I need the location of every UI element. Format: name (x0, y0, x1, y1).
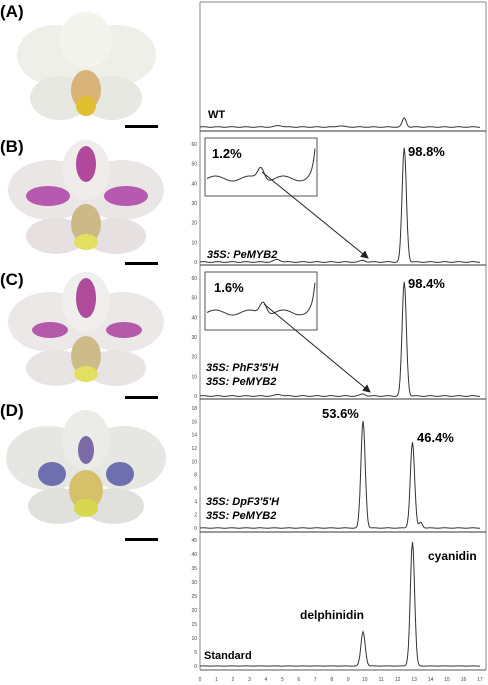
x-tick: 14 (428, 677, 434, 683)
x-tick: 11 (379, 677, 384, 683)
y-tick-d: 2 (194, 513, 197, 519)
y-tick-e: 35 (191, 566, 197, 572)
x-tick: 6 (297, 677, 300, 683)
trace-phf35h-pemyb2 (199, 281, 480, 397)
sample-label-standard: Standard (204, 650, 252, 662)
y-tick-b: 10 (191, 240, 197, 246)
panel-label-a: (A) (0, 2, 24, 21)
scale-bar-c (125, 396, 158, 399)
sample-label-wt: WT (208, 109, 225, 121)
panel-label-d: (D) (0, 401, 24, 420)
y-tick-e: 15 (191, 622, 197, 628)
panel-label-b: (B) (0, 137, 24, 156)
inset-box-c (204, 271, 318, 331)
y-tick-c: 0 (194, 394, 197, 400)
inset-trace-b (206, 148, 316, 182)
peak-label-cyanidin: cyanidin (428, 549, 477, 563)
sample-label-c-line2: 35S: PeMYB2 (206, 376, 276, 388)
x-tick: 2 (232, 677, 235, 683)
peak-pct-d1: 53.6% (322, 406, 359, 421)
y-tick-c: 30 (191, 335, 197, 341)
y-tick-e: 5 (194, 650, 197, 656)
y-tick-b: 40 (191, 181, 197, 187)
scale-bar-a (125, 125, 158, 128)
peak-label-delphinidin: delphinidin (300, 608, 364, 622)
x-tick: 17 (477, 677, 483, 683)
y-tick-e: 20 (191, 608, 197, 614)
trace-wt (199, 117, 480, 128)
y-tick-d: 16 (191, 419, 197, 425)
inset-pct-b: 1.2% (212, 146, 242, 161)
y-tick-b: 20 (191, 221, 197, 227)
x-tick: 3 (248, 677, 251, 683)
y-tick-d: 10 (191, 459, 197, 465)
flower-photo-phf35h-pemyb2 (8, 272, 164, 386)
scale-bar-b (125, 262, 158, 265)
sample-label-c-line1: 35S: PhF3'5'H (206, 362, 280, 374)
y-tick-c: 60 (191, 276, 197, 282)
x-tick: 7 (314, 677, 317, 683)
y-tick-c: 50 (191, 296, 197, 302)
peak-pct-b: 98.8% (408, 144, 445, 159)
x-tick: 4 (264, 677, 267, 683)
y-tick-d: 0 (194, 526, 197, 532)
y-tick-b: 50 (191, 162, 197, 168)
inset-trace-c (206, 282, 316, 316)
panel-label-c: (C) (0, 270, 24, 289)
flower-photo-dpf35h-pemyb2 (6, 410, 166, 524)
sample-label-b: 35S: PeMYB2 (207, 249, 277, 261)
x-tick: 5 (281, 677, 284, 683)
scale-bar-d (125, 538, 158, 541)
y-tick-d: 14 (191, 433, 197, 439)
arrow-b (261, 171, 369, 259)
x-tick: 13 (411, 677, 417, 683)
flower-photo-wt (17, 12, 156, 120)
y-tick-c: 40 (191, 315, 197, 321)
y-tick-e: 25 (191, 594, 197, 600)
y-tick-e: 45 (191, 538, 197, 544)
y-tick-d: 4 (194, 499, 197, 505)
y-tick-b: 60 (191, 142, 197, 148)
y-tick-d: 8 (194, 473, 197, 479)
x-tick: 10 (362, 677, 368, 683)
y-tick-e: 40 (191, 552, 197, 558)
inset-pct-c: 1.6% (214, 280, 244, 295)
flower-photo-pemyb2 (8, 140, 164, 254)
y-tick-b: 0 (194, 260, 197, 266)
x-tick: 0 (199, 677, 202, 683)
y-tick-c: 10 (191, 374, 197, 380)
trace-dpf35h-pemyb2 (199, 421, 480, 529)
x-tick: 1 (215, 677, 218, 683)
y-tick-c: 20 (191, 355, 197, 361)
trace-pemyb2 (199, 147, 480, 263)
x-tick: 16 (461, 677, 467, 683)
y-tick-e: 0 (194, 664, 197, 670)
arrow-c (263, 303, 371, 393)
x-tick: 12 (395, 677, 401, 683)
x-tick: 8 (330, 677, 333, 683)
peak-pct-c: 98.4% (408, 276, 445, 291)
x-tick: 9 (347, 677, 350, 683)
sample-label-d-line2: 35S: PeMYB2 (206, 510, 276, 522)
sample-label-d-line1: 35S: DpF3'5'H (206, 496, 280, 508)
y-tick-b: 30 (191, 201, 197, 207)
y-tick-d: 12 (191, 446, 197, 452)
x-tick: 15 (444, 677, 450, 683)
y-tick-d: 18 (191, 406, 197, 412)
y-tick-d: 6 (194, 486, 197, 492)
trace-standard (200, 541, 480, 667)
y-tick-e: 10 (191, 636, 197, 642)
peak-pct-d2: 46.4% (417, 430, 454, 445)
y-tick-e: 30 (191, 580, 197, 586)
